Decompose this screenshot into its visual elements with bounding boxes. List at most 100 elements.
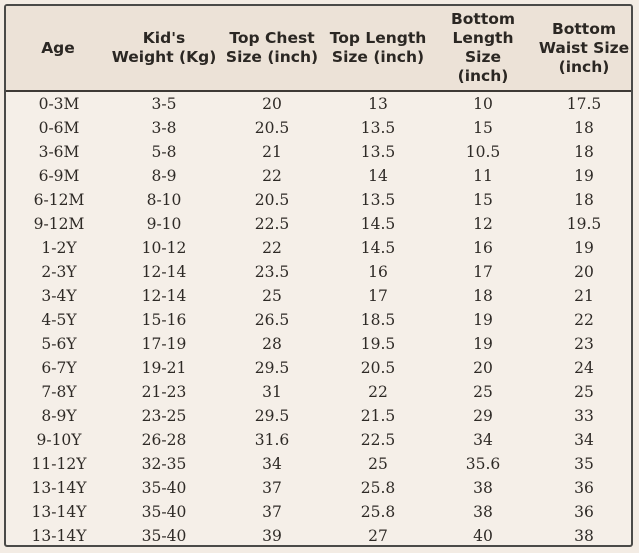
- cell-age: 6-9M: [38, 167, 80, 185]
- cell-bottom-waist: 18: [574, 191, 594, 209]
- cell-bottom-length: 38: [473, 503, 493, 521]
- cell-bottom-waist: 20: [574, 263, 594, 281]
- cell-weight: 9-10: [146, 215, 182, 233]
- cell-bottom-waist: 34: [574, 431, 594, 449]
- table-row: 3-4Y 12-14 25 17 18 21: [6, 284, 631, 308]
- table-row: 3-6M 5-8 21 13.5 10.5 18: [6, 140, 631, 164]
- cell-top-length: 16: [368, 263, 388, 281]
- cell-age: 8-9Y: [41, 407, 77, 425]
- cell-age: 1-2Y: [41, 239, 77, 257]
- cell-bottom-waist: 38: [574, 527, 594, 545]
- cell-bottom-length: 25: [473, 383, 493, 401]
- cell-top-chest: 23.5: [254, 263, 290, 281]
- cell-bottom-length: 15: [473, 119, 493, 137]
- cell-age: 0-6M: [38, 119, 80, 137]
- cell-bottom-length: 34: [473, 431, 493, 449]
- cell-top-chest: 20.5: [254, 191, 290, 209]
- table-row: 6-12M 8-10 20.5 13.5 15 18: [6, 188, 631, 212]
- cell-weight: 35-40: [141, 503, 187, 521]
- cell-top-chest: 22.5: [254, 215, 290, 233]
- table-row: 4-5Y 15-16 26.5 18.5 19 22: [6, 308, 631, 332]
- cell-top-length: 21.5: [360, 407, 396, 425]
- cell-top-length: 25.8: [360, 479, 396, 497]
- cell-top-length: 19.5: [360, 335, 396, 353]
- cell-bottom-length: 35.6: [465, 455, 501, 473]
- cell-age: 4-5Y: [41, 311, 77, 329]
- cell-weight: 32-35: [141, 455, 187, 473]
- table-row: 0-3M 3-5 20 13 10 17.5: [6, 92, 631, 116]
- cell-bottom-length: 11: [473, 167, 493, 185]
- cell-top-chest: 39: [262, 527, 282, 545]
- cell-bottom-waist: 18: [574, 143, 594, 161]
- cell-age: 13-14Y: [31, 479, 87, 497]
- cell-bottom-length: 17: [473, 263, 493, 281]
- cell-top-length: 14.5: [360, 215, 396, 233]
- cell-bottom-waist: 22: [574, 311, 594, 329]
- cell-age: 11-12Y: [31, 455, 87, 473]
- cell-weight: 12-14: [141, 287, 187, 305]
- cell-top-chest: 29.5: [254, 359, 290, 377]
- cell-top-length: 13.5: [360, 119, 396, 137]
- table-row: 0-6M 3-8 20.5 13.5 15 18: [6, 116, 631, 140]
- size-chart-table: Age Kid's Weight (Kg) Top Chest Size (in…: [4, 4, 633, 547]
- cell-age: 6-12M: [33, 191, 85, 209]
- table-row: 9-12M 9-10 22.5 14.5 12 19.5: [6, 212, 631, 236]
- cell-age: 3-6M: [38, 143, 80, 161]
- cell-age: 9-12M: [33, 215, 85, 233]
- header-top-length: Top Length Size (inch): [329, 29, 427, 66]
- cell-age: 6-7Y: [41, 359, 77, 377]
- cell-top-chest: 31: [262, 383, 282, 401]
- cell-weight: 3-5: [151, 95, 177, 113]
- cell-top-length: 14: [368, 167, 388, 185]
- cell-bottom-waist: 18: [574, 119, 594, 137]
- cell-bottom-length: 40: [473, 527, 493, 545]
- cell-age: 0-3M: [38, 95, 80, 113]
- cell-bottom-waist: 19: [574, 167, 594, 185]
- table-row: 2-3Y 12-14 23.5 16 17 20: [6, 260, 631, 284]
- cell-bottom-waist: 19.5: [566, 215, 602, 233]
- cell-bottom-length: 29: [473, 407, 493, 425]
- cell-weight: 8-9: [151, 167, 177, 185]
- cell-top-chest: 26.5: [254, 311, 290, 329]
- cell-bottom-waist: 23: [574, 335, 594, 353]
- table-row: 13-14Y 35-40 37 25.8 38 36: [6, 476, 631, 500]
- header-age: Age: [41, 38, 75, 57]
- table-row: 6-7Y 19-21 29.5 20.5 20 24: [6, 356, 631, 380]
- cell-top-length: 22: [368, 383, 388, 401]
- table-row: 8-9Y 23-25 29.5 21.5 29 33: [6, 404, 631, 428]
- cell-weight: 19-21: [141, 359, 187, 377]
- cell-weight: 17-19: [141, 335, 187, 353]
- table-row: 6-9M 8-9 22 14 11 19: [6, 164, 631, 188]
- cell-bottom-length: 18: [473, 287, 493, 305]
- cell-bottom-length: 12: [473, 215, 493, 233]
- cell-bottom-length: 15: [473, 191, 493, 209]
- table-row: 9-10Y 26-28 31.6 22.5 34 34: [6, 428, 631, 452]
- cell-weight: 21-23: [141, 383, 187, 401]
- table-row: 13-14Y 35-40 39 27 40 38: [6, 524, 631, 545]
- cell-weight: 8-10: [146, 191, 182, 209]
- cell-top-length: 13.5: [360, 191, 396, 209]
- cell-weight: 35-40: [141, 479, 187, 497]
- cell-bottom-length: 20: [473, 359, 493, 377]
- cell-top-chest: 22: [262, 167, 282, 185]
- cell-bottom-waist: 25: [574, 383, 594, 401]
- cell-top-length: 20.5: [360, 359, 396, 377]
- cell-bottom-waist: 36: [574, 479, 594, 497]
- cell-top-chest: 34: [262, 455, 282, 473]
- cell-top-chest: 20.5: [254, 119, 290, 137]
- cell-top-length: 13: [368, 95, 388, 113]
- cell-top-chest: 22: [262, 239, 282, 257]
- cell-top-chest: 37: [262, 479, 282, 497]
- cell-top-length: 27: [368, 527, 388, 545]
- cell-weight: 23-25: [141, 407, 187, 425]
- table-body: 0-3M 3-5 20 13 10 17.5 0-6M 3-8 20.5 13.5 15 18 3-6M…: [6, 92, 631, 545]
- header-bottom-waist: Bottom Waist Size (inch): [538, 19, 630, 76]
- table-row: 11-12Y 32-35 34 25 35.6 35: [6, 452, 631, 476]
- cell-top-length: 14.5: [360, 239, 396, 257]
- header-top-chest: Top Chest Size (inch): [225, 29, 319, 66]
- cell-bottom-waist: 36: [574, 503, 594, 521]
- cell-bottom-length: 10: [473, 95, 493, 113]
- cell-top-length: 18.5: [360, 311, 396, 329]
- cell-age: 9-10Y: [36, 431, 82, 449]
- cell-bottom-length: 19: [473, 311, 493, 329]
